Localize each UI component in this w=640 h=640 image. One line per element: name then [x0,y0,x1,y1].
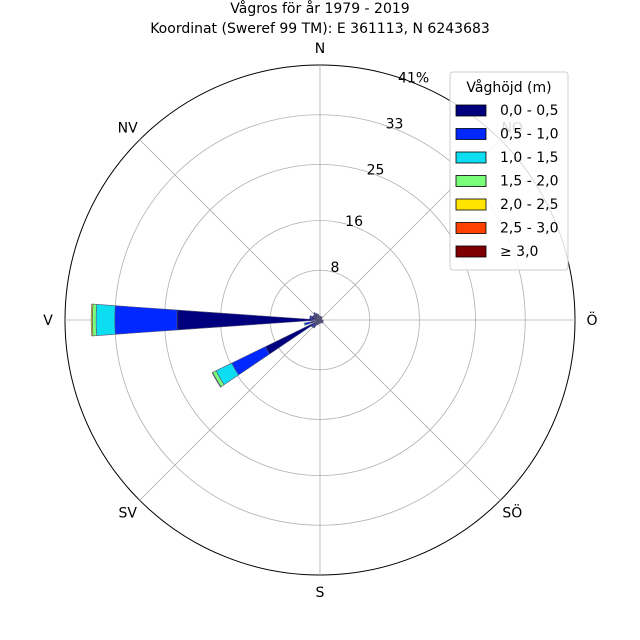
sector-270-bin-4 [90,303,94,337]
radial-tick-labels: 8 16 25 33 41% [331,70,430,276]
direction-label-SÖ: SÖ [502,503,522,521]
legend-entries: 0,0 - 0,5 0,5 - 1,0 1,0 - 1,5 1,5 - 2,0 2,0 … [455,103,558,260]
direction-label-N: N [315,41,325,57]
legend-frame [449,71,569,271]
legend-label: 2,0 - 2,5 [500,197,558,213]
sector-270-bin-1 [114,305,178,335]
sector-220-bin-2 [312,326,315,329]
legend-label: 1,5 - 2,0 [500,174,558,190]
radial-tick-label: 33 [386,116,404,132]
legend-label: 0,5 - 1,0 [500,127,558,143]
legend-swatch [455,128,487,140]
sector-280-bin-1 [309,317,312,320]
sector-255-bin-2 [303,322,307,326]
chart-title-line2: Koordinat (Sweref 99 TM): E 361113, N 62… [150,21,490,37]
sector-290-bin-1 [309,315,313,318]
legend-label: 1,0 - 1,5 [500,150,558,166]
sector-310-bin-1 [313,314,316,317]
direction-labels: NNVVSVSSÖÖNO [43,41,597,601]
direction-label-NV: NV [118,121,138,137]
sector-255-bin-1 [304,321,311,326]
sector-230-bin-2 [311,325,314,328]
legend-title: Våghöjd (m) [466,79,551,96]
sector-320-bin-1 [313,312,317,316]
radial-tick-label: 41% [398,70,429,86]
sector-270-bin-0 [176,309,321,331]
legend: Våghöjd (m) 0,0 - 0,5 0,5 - 1,0 1,0 - 1,5 1… [449,71,569,271]
legend-label: ≥ 3,0 [500,244,538,260]
legend-swatch [455,198,487,211]
radial-tick-label: 25 [367,162,385,178]
legend-label: 0,0 - 0,5 [500,103,558,119]
sector-270-bin-2 [95,304,116,336]
sector-270-bin-3 [92,303,97,337]
sector-330-bin-1 [315,312,318,316]
direction-label-SV: SV [118,505,137,521]
sector-210-bin-1 [316,323,319,326]
legend-swatch [455,222,487,234]
legend-label: 2,5 - 3,0 [500,221,558,237]
legend-swatch [455,175,487,187]
radial-tick-label: 8 [331,260,340,276]
direction-label-V: V [43,313,53,329]
sector-240-bin-4 [211,371,222,388]
sector-200-bin-1 [317,323,320,325]
sector-240-bin-1 [231,346,270,376]
wave-sectors [90,303,324,388]
legend-swatch [455,104,487,117]
chart-title-line1: Vågros för år 1979 - 2019 [230,0,409,17]
legend-swatch [455,245,487,258]
radial-tick-label: 16 [345,214,363,230]
direction-label-Ö: Ö [586,311,597,329]
legend-swatch [455,151,487,164]
direction-label-S: S [316,585,325,601]
